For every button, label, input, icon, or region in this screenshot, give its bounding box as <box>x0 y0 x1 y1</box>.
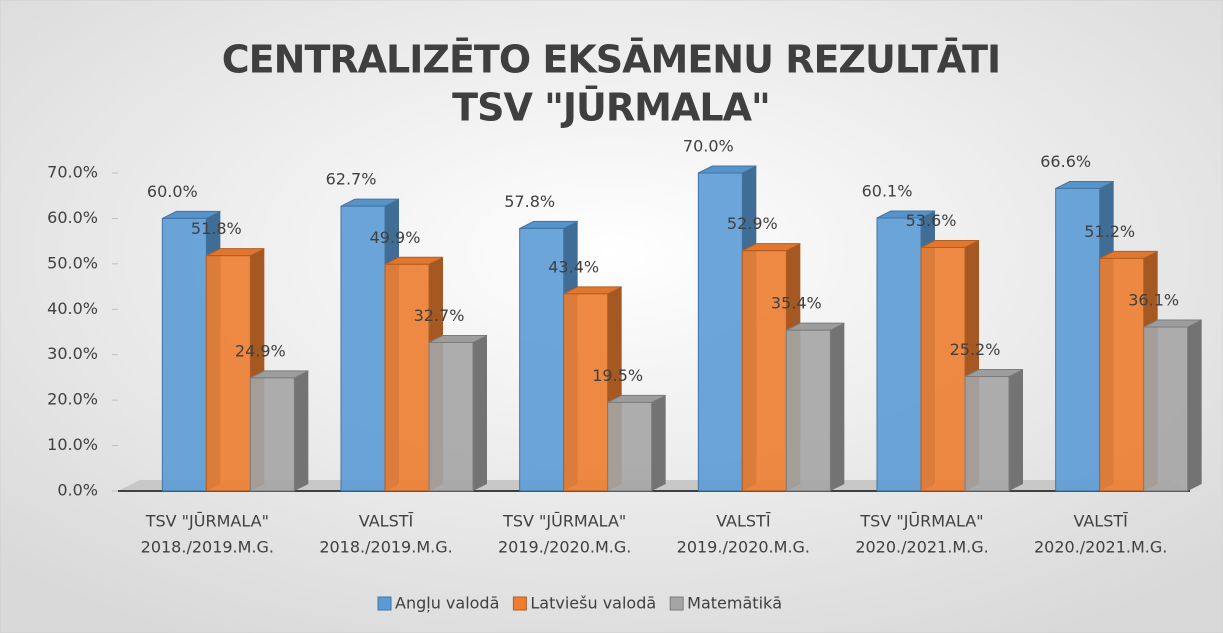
bar <box>876 217 922 492</box>
bar <box>205 255 251 492</box>
y-tick-label: 30.0% <box>47 344 98 363</box>
value-label: 24.9% <box>235 341 286 360</box>
x-tick-label: 2018./2019.M.G. <box>319 538 452 557</box>
x-tick-label: TSV "JŪRMALA" <box>145 512 269 531</box>
bar <box>1055 187 1101 492</box>
bar-side <box>1009 369 1023 491</box>
y-tick-label: 10.0% <box>47 435 98 454</box>
bar-side <box>1187 320 1202 491</box>
bar-side <box>830 323 845 491</box>
legend-swatch <box>512 596 527 611</box>
value-label: 52.9% <box>727 214 778 233</box>
bar <box>607 401 653 492</box>
y-tick-label: 60.0% <box>47 208 98 227</box>
bar <box>964 376 1010 492</box>
bar <box>519 227 565 492</box>
bar-side <box>651 395 666 491</box>
bar-side <box>473 335 487 491</box>
legend-swatch <box>669 596 684 611</box>
bar-side <box>294 370 309 491</box>
y-tick-label: 40.0% <box>47 299 98 318</box>
bar <box>785 329 831 492</box>
bar <box>563 293 609 492</box>
x-tick-label: VALSTĪ <box>1073 512 1128 531</box>
x-tick-label: VALSTĪ <box>359 512 414 531</box>
bar <box>1099 257 1145 492</box>
value-label: 53.6% <box>906 211 957 230</box>
bar <box>384 263 430 492</box>
value-label: 57.8% <box>504 192 555 211</box>
chart-title: CENTRALIZĒTO EKSĀMENU REZULTĀTI <box>222 38 1000 82</box>
x-tick-label: 2019./2020.M.G. <box>498 538 631 557</box>
value-label: 32.7% <box>414 306 465 325</box>
value-label: 43.4% <box>548 257 599 276</box>
y-tick-label: 50.0% <box>47 253 98 272</box>
x-tick-label: VALSTĪ <box>716 512 771 531</box>
value-label: 51.2% <box>1084 222 1135 241</box>
legend-label: Latviešu valodā <box>530 594 656 613</box>
bar <box>161 217 207 492</box>
x-tick-label: TSV "JŪRMALA" <box>859 512 983 531</box>
y-tick-label: 20.0% <box>47 390 98 409</box>
value-label: 60.0% <box>147 182 198 201</box>
x-tick-label: 2020./2021.M.G. <box>855 538 988 557</box>
chart-title: TSV "JŪRMALA" <box>452 86 770 130</box>
bar <box>428 341 474 492</box>
value-label: 51.8% <box>191 219 242 238</box>
value-label: 25.2% <box>950 340 1001 359</box>
bar <box>741 250 787 492</box>
x-tick-label: 2019./2020.M.G. <box>677 538 810 557</box>
bar <box>340 205 386 492</box>
legend-label: Matemātikā <box>687 594 782 613</box>
x-tick-label: TSV "JŪRMALA" <box>502 512 626 531</box>
value-label: 35.4% <box>771 294 822 313</box>
y-tick-label: 0.0% <box>57 481 98 500</box>
value-label: 60.1% <box>862 181 913 200</box>
legend-swatch <box>377 596 392 611</box>
legend-label: Angļu valodā <box>395 594 499 613</box>
x-tick-label: 2020./2021.M.G. <box>1034 538 1167 557</box>
value-label: 36.1% <box>1128 291 1179 310</box>
value-label: 19.5% <box>592 366 643 385</box>
y-tick-label: 70.0% <box>47 163 98 182</box>
value-label: 70.0% <box>683 137 734 156</box>
bar <box>920 247 966 492</box>
bar <box>249 377 295 492</box>
value-label: 49.9% <box>370 228 421 247</box>
value-label: 66.6% <box>1040 152 1091 171</box>
x-tick-label: 2018./2019.M.G. <box>141 538 274 557</box>
value-label: 62.7% <box>326 170 377 189</box>
bar <box>1143 326 1189 492</box>
bar <box>697 172 743 492</box>
